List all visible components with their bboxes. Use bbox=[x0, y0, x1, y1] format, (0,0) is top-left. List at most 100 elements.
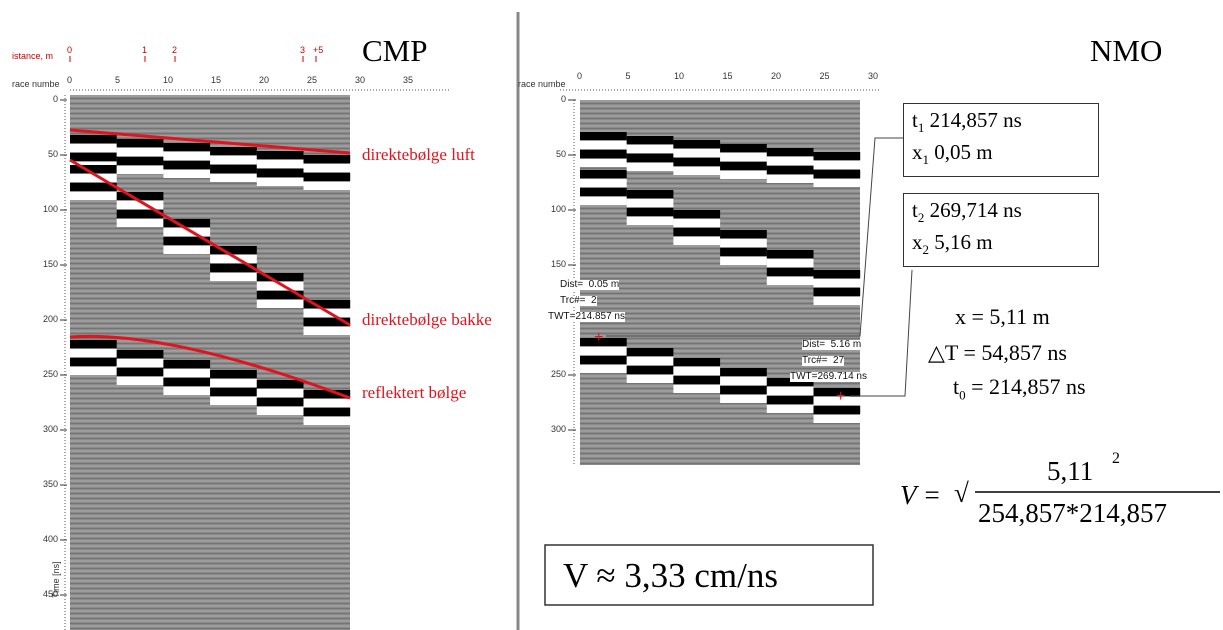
wave-band bbox=[163, 170, 211, 178]
wave-band bbox=[303, 155, 351, 163]
axis-label: race numbe bbox=[12, 79, 60, 89]
pick-label: TWT=214.857 ns bbox=[548, 311, 625, 322]
wave-band bbox=[210, 397, 257, 405]
wave-band bbox=[720, 368, 767, 376]
time-tick: 450 bbox=[42, 589, 58, 599]
value: 269,714 ns bbox=[929, 198, 1022, 222]
wave-band bbox=[256, 407, 304, 415]
wave-band bbox=[210, 273, 257, 281]
time-tick: 300 bbox=[42, 424, 58, 434]
wave-band bbox=[626, 217, 674, 225]
trace-tick: 35 bbox=[403, 75, 414, 85]
wave-band bbox=[673, 228, 721, 236]
subscript: 0 bbox=[959, 387, 966, 403]
wave-band bbox=[303, 182, 351, 190]
symbol: x bbox=[912, 230, 923, 254]
value: 214,857 ns bbox=[929, 108, 1022, 132]
symbol: t bbox=[953, 374, 960, 399]
trace-tick: 20 bbox=[259, 75, 270, 85]
wave-band bbox=[673, 237, 721, 245]
time-tick: 0 bbox=[560, 94, 566, 104]
reflection-curve bbox=[69, 334, 351, 400]
wave-band bbox=[766, 175, 814, 183]
trace-tick: 10 bbox=[674, 71, 685, 81]
pick-label: Trc#= 27 bbox=[802, 355, 845, 366]
wave-band bbox=[303, 408, 351, 416]
distance-tick: +5 bbox=[313, 45, 324, 55]
wave-band bbox=[580, 179, 627, 187]
distance-tick: 2 bbox=[172, 45, 178, 55]
result: V ≈ 3,33 cm/ns bbox=[563, 556, 778, 595]
wave-band bbox=[256, 389, 304, 397]
annotation: direktebølge bakke bbox=[362, 310, 492, 329]
wave-band bbox=[580, 188, 627, 196]
wave-band bbox=[163, 143, 211, 151]
wave-band bbox=[116, 359, 164, 367]
trace-tick: 0 bbox=[577, 71, 583, 81]
time-tick: 300 bbox=[550, 424, 566, 434]
wave-band bbox=[210, 264, 257, 272]
time-tick: 100 bbox=[550, 204, 566, 214]
wave-band bbox=[256, 291, 304, 299]
wave-band bbox=[116, 148, 164, 156]
wave-band bbox=[720, 230, 767, 238]
wave-band bbox=[720, 395, 767, 403]
symbol: t bbox=[912, 198, 918, 222]
wave-band bbox=[766, 277, 814, 285]
wave-band bbox=[813, 388, 861, 396]
wave-band bbox=[766, 268, 814, 276]
wave-band bbox=[720, 257, 767, 265]
wave-band bbox=[116, 201, 164, 209]
wave-band bbox=[720, 153, 767, 161]
pick-marker: + bbox=[836, 388, 845, 405]
formula-lhs: V = bbox=[900, 480, 941, 510]
wave-band bbox=[210, 147, 257, 155]
wave-band bbox=[256, 273, 304, 281]
formula-numerator: 5,11 bbox=[1047, 456, 1094, 486]
wave-band bbox=[70, 165, 117, 173]
equation: △T = 54,857 ns bbox=[928, 340, 1067, 365]
wave-band bbox=[116, 166, 164, 174]
wave-band bbox=[720, 386, 767, 394]
wave-band bbox=[163, 161, 211, 169]
title: CMP bbox=[362, 33, 428, 68]
wave-band bbox=[766, 157, 814, 165]
wave-band bbox=[673, 167, 721, 175]
wave-band bbox=[813, 406, 861, 414]
wave-band bbox=[210, 388, 257, 396]
wave-band bbox=[766, 259, 814, 267]
wave-band bbox=[210, 246, 257, 254]
wave-band bbox=[580, 197, 627, 205]
wave-band bbox=[163, 369, 211, 377]
wave-band bbox=[720, 171, 767, 179]
wave-band bbox=[303, 300, 351, 308]
wave-band bbox=[256, 300, 304, 308]
direct-ground-line bbox=[69, 158, 351, 327]
formula-denominator: 254,857*214,857 bbox=[978, 498, 1167, 528]
wave-band bbox=[766, 405, 814, 413]
annotation: direktebølge luft bbox=[362, 145, 475, 164]
wave-band bbox=[673, 210, 721, 218]
direct-air-line bbox=[69, 128, 351, 155]
distance-tick: 0 bbox=[67, 45, 73, 55]
trace-tick: 5 bbox=[115, 75, 121, 85]
wave-band bbox=[813, 161, 861, 169]
wave-band bbox=[813, 397, 861, 405]
wave-band bbox=[673, 385, 721, 393]
wave-band bbox=[256, 282, 304, 290]
wave-band bbox=[720, 239, 767, 247]
wave-band bbox=[673, 367, 721, 375]
wave-band bbox=[70, 340, 117, 348]
wave-band bbox=[813, 297, 861, 305]
wave-band bbox=[70, 153, 117, 161]
wave-band bbox=[116, 219, 164, 227]
wave-band bbox=[580, 365, 627, 373]
wave-band bbox=[766, 396, 814, 404]
value: 5,16 m bbox=[934, 230, 993, 254]
subscript: 2 bbox=[917, 210, 925, 226]
wave-band bbox=[626, 348, 674, 356]
wave-band bbox=[813, 170, 861, 178]
subscript: 1 bbox=[922, 152, 930, 168]
wave-band bbox=[70, 367, 117, 375]
wave-band bbox=[813, 270, 861, 278]
